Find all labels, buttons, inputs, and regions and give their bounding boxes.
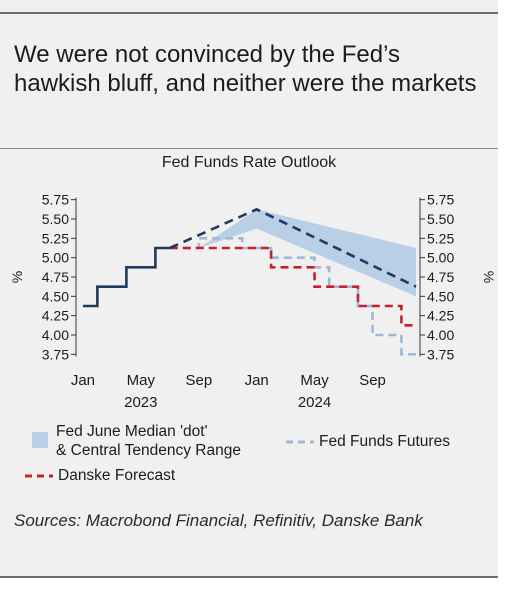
y-tick-label-left-1: 5.50 (42, 211, 69, 227)
y-tick-label-left-3: 5.00 (42, 250, 69, 266)
x-tick-label-4: May (300, 372, 329, 389)
x-tick-label-0: Jan (71, 372, 95, 389)
x-tick-label-3: Jan (245, 372, 269, 389)
y-tick-label-left-5: 4.50 (42, 288, 69, 304)
chart-panel: We were not convinced by the Fed’s hawki… (0, 0, 498, 578)
legend-swatch-danske (25, 474, 53, 478)
y-tick-label-right-4: 4.75 (427, 269, 454, 285)
legend-swatch-futures (286, 440, 314, 444)
y-tick-label-right-7: 4.00 (427, 327, 454, 343)
x-year-label-1: 2024 (298, 394, 331, 411)
x-year-label-0: 2023 (124, 394, 157, 411)
headline: We were not convinced by the Fed’s hawki… (14, 41, 477, 97)
legend-label-band-line1: Fed June Median 'dot' (56, 423, 208, 440)
chart-title: Fed Funds Rate Outlook (161, 154, 337, 171)
y-axis-label-left: % (9, 271, 25, 283)
y-tick-label-left-2: 5.25 (42, 230, 69, 246)
y-tick-label-right-5: 4.50 (427, 288, 454, 304)
y-tick-label-right-2: 5.25 (427, 230, 454, 246)
headline-divider (0, 148, 498, 149)
legend-swatch-band (32, 432, 48, 448)
y-axis-label-right: % (481, 271, 497, 283)
legend-label-futures: Fed Funds Futures (319, 433, 450, 450)
source-note: Sources: Macrobond Financial, Refinitiv,… (14, 511, 423, 530)
y-tick-label-left-0: 5.75 (42, 192, 69, 208)
panel-top-border (0, 12, 498, 14)
y-tick-label-right-0: 5.75 (427, 192, 454, 208)
legend-label-danske: Danske Forecast (58, 467, 176, 484)
central-tendency-band (198, 209, 417, 297)
series-line-futures (169, 237, 417, 356)
y-tick-label-left-6: 4.25 (42, 308, 69, 324)
y-tick-label-right-8: 3.75 (427, 346, 454, 362)
series-line-fed_funds (82, 246, 170, 308)
x-tick-label-5: Sep (359, 372, 386, 389)
panel-bottom-border (0, 576, 498, 578)
legend-label-band-line2: & Central Tendency Range (56, 442, 241, 459)
series-line-median (169, 207, 417, 288)
y-tick-label-left-8: 3.75 (42, 346, 69, 362)
y-tick-label-left-4: 4.75 (42, 269, 69, 285)
y-tick-label-right-1: 5.50 (427, 211, 454, 227)
y-tick-label-right-3: 5.00 (427, 250, 454, 266)
x-tick-label-2: Sep (185, 372, 212, 389)
y-tick-label-right-6: 4.25 (427, 308, 454, 324)
rate-outlook-chart: 5.75 5.75 5.50 5.50 5.25 5.25 5.00 5.00 4.75 4.75… (9, 192, 497, 411)
y-tick-label-left-7: 4.00 (42, 327, 69, 343)
legend: Fed June Median 'dot' & Central Tendency… (0, 420, 498, 495)
series-line-danske (169, 246, 417, 327)
x-tick-label-1: May (127, 372, 156, 389)
